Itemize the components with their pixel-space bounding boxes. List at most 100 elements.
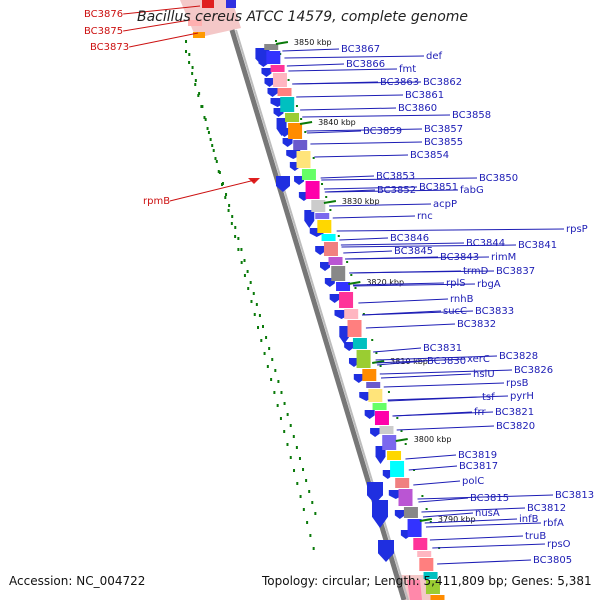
leader-line xyxy=(288,68,398,72)
cog-segment xyxy=(368,389,383,402)
leader-line xyxy=(379,369,513,375)
leader-line xyxy=(123,19,191,32)
cog-segment xyxy=(264,44,279,50)
tick-label: 3840 kbp xyxy=(318,118,356,127)
gene-label: BC3817 xyxy=(459,461,498,472)
gc-dot xyxy=(292,435,295,438)
gene-label: tsf xyxy=(482,392,495,403)
cog-segment xyxy=(317,220,332,233)
gc-dot xyxy=(240,261,243,264)
gc-dot xyxy=(306,521,309,524)
tick-mark xyxy=(419,518,433,522)
gc-dot xyxy=(299,495,302,498)
gene-label: rpsP xyxy=(566,224,588,235)
leader-line xyxy=(408,465,458,471)
gc-dot xyxy=(289,456,292,459)
gc-dot xyxy=(262,325,264,328)
cog-segment xyxy=(379,426,394,434)
gene-arrow xyxy=(344,342,355,351)
gene-label: BC3857 xyxy=(424,124,463,135)
leader-line xyxy=(373,347,422,353)
gc-dot xyxy=(404,443,407,445)
leader-line xyxy=(383,382,505,388)
gene-label: pyrH xyxy=(510,391,534,402)
cog-segment xyxy=(328,257,343,265)
gene-arrow xyxy=(370,428,381,437)
gene-label: BC3846 xyxy=(390,233,429,244)
cog-segment xyxy=(419,558,434,571)
leader-line xyxy=(292,81,422,85)
gc-dot xyxy=(289,424,292,427)
cog-segment xyxy=(272,73,287,87)
cog-segment xyxy=(344,309,359,319)
gene-arrow xyxy=(261,68,272,77)
gc-dot xyxy=(312,547,315,550)
gene-label: BC3861 xyxy=(405,90,444,101)
tick-mark xyxy=(323,200,337,204)
gene-label: BC3826 xyxy=(514,365,553,376)
gc-dot xyxy=(302,508,305,511)
gc-dot xyxy=(308,490,311,493)
tick-mark xyxy=(275,41,289,45)
gene-label-reverse: BC3875 xyxy=(84,26,123,37)
leader-line xyxy=(332,215,416,219)
cog-segment xyxy=(285,113,300,122)
gene-labels: BC3876 BC3875 BC3873 rpmB BC3867 def BC3866 fmt… xyxy=(84,9,594,566)
cog-segment xyxy=(430,595,445,600)
gene-label: fmt xyxy=(399,64,416,75)
cog-segment xyxy=(413,538,428,550)
leader-line xyxy=(417,494,554,500)
cog-segment xyxy=(356,350,371,368)
leader-line xyxy=(424,518,518,524)
gc-dot xyxy=(212,149,215,152)
gene-label: sucC xyxy=(443,306,467,317)
leader-line xyxy=(340,242,465,246)
gene-label: BC3833 xyxy=(475,306,514,317)
gc-dot xyxy=(346,261,349,263)
gc-dot xyxy=(249,281,252,284)
gc-dot xyxy=(304,131,307,133)
leader-line xyxy=(341,244,517,248)
cog-segment xyxy=(374,411,389,425)
gc-dot xyxy=(300,118,303,120)
gc-dot xyxy=(194,83,197,86)
cog-segment xyxy=(395,478,410,488)
leader-line xyxy=(329,203,432,207)
leader-line xyxy=(306,128,423,132)
leader-line xyxy=(375,355,498,361)
leader-line xyxy=(345,256,490,260)
tick-label: 3800 kbp xyxy=(414,435,452,444)
gc-dot xyxy=(234,235,237,238)
gc-dot xyxy=(293,469,296,472)
leader-line xyxy=(418,497,469,503)
gc-dot xyxy=(350,274,353,276)
leader-line xyxy=(321,177,478,181)
gc-dot xyxy=(325,196,328,198)
gc-dot xyxy=(197,94,200,97)
cog-segment xyxy=(277,88,292,96)
gc-dot xyxy=(425,508,428,510)
gene-label: rplS xyxy=(446,278,466,289)
gc-dot xyxy=(203,116,206,119)
gene-label: BC3867 xyxy=(341,44,380,55)
gene-label: BC3855 xyxy=(424,137,463,148)
tick-label: 3790 kbp xyxy=(438,515,476,524)
gc-dot xyxy=(211,144,214,147)
genome-title: Bacillus cereus ATCC 14579, complete gen… xyxy=(137,9,469,25)
leader-line xyxy=(323,186,418,190)
gc-dot xyxy=(287,79,290,81)
gc-dot xyxy=(362,313,365,315)
cog-segment xyxy=(301,169,316,180)
leader-line xyxy=(169,179,256,202)
gc-dot xyxy=(246,270,249,273)
gc-dot xyxy=(265,336,268,339)
gene-label: trmD xyxy=(463,266,489,277)
gene-label: BC3853 xyxy=(376,171,415,182)
gc-dot xyxy=(188,53,191,56)
gene-label: rnc xyxy=(417,211,433,222)
gc-dot xyxy=(230,222,233,225)
gc-dot xyxy=(296,482,299,485)
gc-dot xyxy=(237,237,240,240)
gene-label: BC3858 xyxy=(452,110,491,121)
